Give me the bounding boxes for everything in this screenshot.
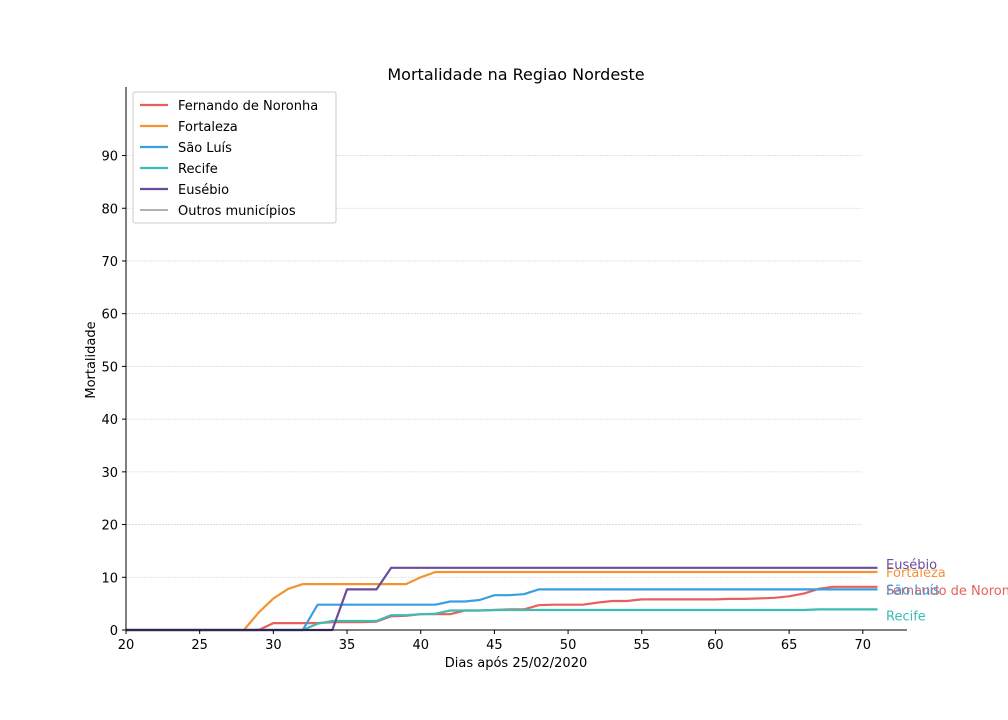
axes [125, 87, 907, 631]
end-label-0: Fernando de Noronha [886, 584, 1008, 599]
y-tick-label-80: 80 [101, 202, 118, 217]
end-label-4: Eusébio [886, 558, 937, 573]
x-tick-label-35: 35 [339, 638, 356, 653]
legend-label-5: Outros municípios [178, 204, 296, 219]
y-tick-label-90: 90 [101, 150, 118, 165]
series-line-0 [126, 585, 878, 632]
x-axis-label: Dias após 25/02/2020 [445, 656, 588, 671]
x-tick-label-55: 55 [633, 638, 650, 653]
legend-label-3: Recife [178, 162, 218, 177]
series-line-1 [126, 570, 878, 632]
x-tick-label-25: 25 [191, 638, 208, 653]
y-axis-label: Mortalidade [84, 321, 99, 398]
x-tick-label-20: 20 [118, 638, 135, 653]
series-end-labels: Fernando de Noronha Fortaleza São Luís Reci… [886, 558, 1008, 625]
x-tick-label-50: 50 [560, 638, 577, 653]
x-tick-label-70: 70 [855, 638, 872, 653]
gridlines [126, 155, 862, 578]
y-tick-label-0: 0 [110, 624, 118, 639]
legend: Fernando de Noronha Fortaleza São Luís Reci… [132, 91, 337, 224]
legend-label-2: São Luís [178, 141, 232, 156]
x-tick-label-40: 40 [412, 638, 429, 653]
legend-label-0: Fernando de Noronha [178, 99, 318, 114]
end-label-3: Recife [886, 609, 926, 624]
y-tick-label-50: 50 [101, 360, 118, 375]
y-tick-label-10: 10 [101, 571, 118, 586]
x-tick-label-65: 65 [781, 638, 798, 653]
legend-label-1: Fortaleza [178, 120, 238, 135]
y-tick-label-40: 40 [101, 413, 118, 428]
legend-box [132, 91, 337, 224]
y-axis-ticks: 0 10 20 30 40 50 60 70 80 90 [101, 150, 126, 639]
y-tick-label-30: 30 [101, 466, 118, 481]
series-line-3 [126, 608, 878, 632]
x-tick-label-45: 45 [486, 638, 503, 653]
y-tick-label-70: 70 [101, 255, 118, 270]
x-tick-label-60: 60 [707, 638, 724, 653]
legend-label-4: Eusébio [178, 183, 229, 198]
x-axis-ticks: 20 25 30 35 40 45 50 55 60 65 70 [118, 630, 871, 653]
y-tick-label-20: 20 [101, 519, 118, 534]
end-label-1: Fortaleza [886, 566, 946, 581]
end-label-2: São Luís [886, 583, 940, 598]
chart-title: Mortalidade na Regiao Nordeste [387, 65, 644, 84]
x-tick-label-30: 30 [265, 638, 282, 653]
y-tick-label-60: 60 [101, 308, 118, 323]
